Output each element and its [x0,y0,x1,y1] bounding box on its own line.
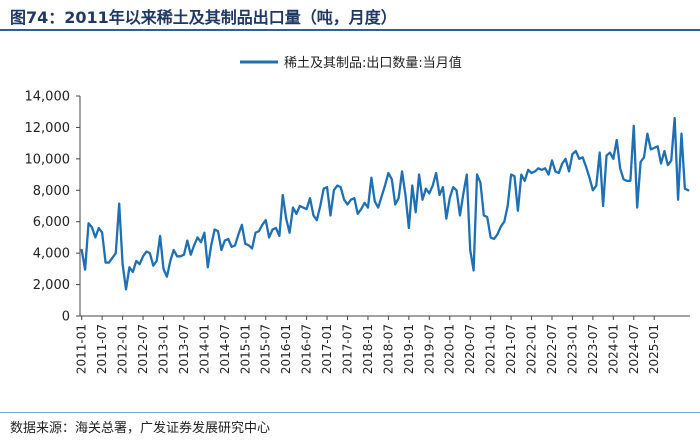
x-tick-label: 2022-01 [525,324,539,374]
x-tick-label: 2021-01 [484,324,498,374]
x-tick-label: 2015-07 [259,324,273,374]
x-tick-label: 2012-01 [116,324,130,374]
x-tick-label: 2020-01 [443,324,457,374]
y-tick-label: 2,000 [33,278,70,293]
y-tick-label: 14,000 [25,90,71,105]
y-tick-label: 6,000 [33,215,70,230]
x-tick-label: 2018-01 [361,324,375,374]
x-axis: 2011-01 2011-07 2012-01 2012-07 2013-01 2013-… [75,315,690,374]
y-axis: 0 2,000 4,000 6,000 8,000 10,000 12,000 14,000 [25,90,81,325]
x-tick-label: 2019-07 [422,324,436,374]
series-line [80,116,690,291]
legend: 稀土及其制品:出口数量:当月值 [240,55,462,71]
x-tick-label: 2019-01 [402,324,416,374]
figure-title: 图74：2011年以来稀土及其制品出口量（吨，月度） [10,8,397,27]
title-divider [0,29,700,31]
x-tick-label: 2024-07 [627,324,641,374]
x-tick-label: 2015-01 [238,324,252,374]
x-tick-label: 2018-07 [381,324,395,374]
x-tick-label: 2011-07 [95,324,109,374]
x-tick-label: 2013-07 [177,324,191,374]
x-tick-label: 2025-01 [647,324,661,374]
source-note: 数据来源：海关总署，广发证券发展研究中心 [10,421,271,436]
x-tick-label: 2016-01 [279,324,293,374]
x-tick-label: 2014-07 [218,324,232,374]
x-tick-label: 2013-01 [156,324,170,374]
x-tick-label: 2017-07 [341,324,355,374]
y-tick-label: 4,000 [33,247,70,262]
legend-label: 稀土及其制品:出口数量:当月值 [284,55,462,71]
y-tick-label: 8,000 [33,184,70,199]
y-tick-label: 0 [62,310,70,325]
x-tick-label: 2023-01 [565,324,579,374]
x-tick-label: 2022-07 [545,324,559,374]
x-tick-label: 2011-01 [75,324,89,374]
series-layer [80,116,690,291]
x-tick-label: 2016-07 [300,324,314,374]
source-divider [0,412,700,413]
line-chart: 稀土及其制品:出口数量:当月值 0 2,000 4,000 6,000 8,000 10,… [25,55,690,374]
x-tick-label: 2021-07 [504,324,518,374]
x-tick-label: 2017-01 [320,324,334,374]
chart-area: 稀土及其制品:出口数量:当月值 0 2,000 4,000 6,000 8,000 10,… [0,32,700,410]
y-tick-label: 12,000 [25,121,71,136]
x-tick-label: 2020-07 [463,324,477,374]
x-tick-label: 2012-07 [136,324,150,374]
x-tick-label: 2023-07 [586,324,600,374]
y-tick-label: 10,000 [25,152,71,167]
x-tick-label: 2014-01 [197,324,211,374]
x-tick-label: 2024-01 [606,324,620,374]
